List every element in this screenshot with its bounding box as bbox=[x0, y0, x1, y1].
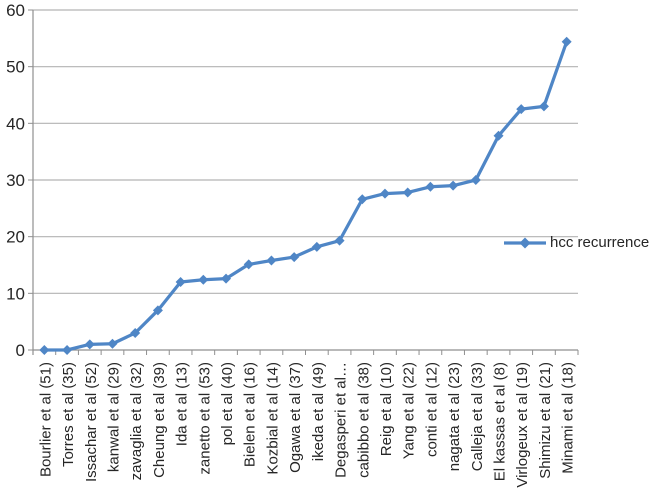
data-point-marker bbox=[62, 345, 73, 355]
data-point-marker bbox=[84, 339, 95, 350]
legend: hcc recurrence bbox=[503, 234, 649, 252]
x-axis-category-label: zavaglia et al (32) bbox=[128, 362, 145, 480]
series-line-hcc-recurrence bbox=[42, 40, 569, 352]
y-axis-tick-label: 50 bbox=[6, 58, 25, 77]
y-axis-tick-label: 60 bbox=[6, 1, 25, 20]
legend-line-marker-icon bbox=[504, 237, 546, 249]
data-point-marker bbox=[561, 36, 572, 47]
data-point-marker bbox=[221, 273, 232, 284]
x-axis-category-label: Kozbial et al (14) bbox=[264, 362, 281, 475]
x-axis-category-label: Minami et al (18) bbox=[560, 362, 577, 474]
data-point-marker bbox=[289, 252, 300, 263]
x-axis-category-label: kanwal et al (29) bbox=[105, 362, 122, 472]
data-point-marker bbox=[130, 328, 141, 338]
data-point-marker bbox=[425, 181, 436, 192]
y-axis-tick-label: 30 bbox=[6, 171, 25, 190]
data-point-marker bbox=[379, 188, 390, 199]
y-axis-tick-label: 40 bbox=[6, 114, 25, 133]
data-point-marker bbox=[470, 175, 481, 185]
data-point-marker bbox=[175, 277, 186, 287]
x-axis-category-label: Bourlier et al (51) bbox=[37, 362, 54, 477]
data-point-marker bbox=[39, 345, 50, 355]
data-point-marker bbox=[493, 130, 504, 141]
x-axis-category-label: cabibbo et al (38) bbox=[355, 362, 372, 478]
x-axis-category-label: pol et al (40) bbox=[219, 362, 236, 445]
data-point-marker bbox=[448, 180, 459, 191]
x-axis-category-label: Calleja et al (33) bbox=[469, 362, 486, 471]
x-axis-category-label: Yang et al (22) bbox=[401, 362, 418, 459]
x-axis-category-label: Shimizu et al (21) bbox=[537, 362, 554, 479]
x-axis-category-label: zanetto et al (53) bbox=[196, 362, 213, 475]
data-point-marker bbox=[152, 305, 163, 316]
x-axis-category-label: El kassas et al (8) bbox=[492, 362, 509, 481]
x-axis-category-label: Virlogeux et al (19) bbox=[514, 362, 531, 488]
data-point-marker bbox=[266, 255, 277, 266]
data-point-marker bbox=[357, 194, 368, 205]
data-point-marker bbox=[538, 101, 549, 112]
x-axis-category-label: conti et al (12) bbox=[423, 362, 440, 457]
legend-series-label: hcc recurrence bbox=[550, 234, 650, 251]
data-point-marker bbox=[402, 187, 413, 198]
data-point-marker bbox=[311, 241, 322, 252]
x-axis-category-label: Ida et al (13) bbox=[174, 362, 191, 446]
x-axis-category-label: nagata et al (23) bbox=[446, 362, 463, 471]
x-axis-category-label: Degasperi et al… bbox=[333, 362, 350, 478]
x-axis-category-label: Ogawa et al (37) bbox=[287, 362, 304, 473]
data-point-marker bbox=[107, 338, 118, 349]
data-point-marker bbox=[334, 235, 345, 246]
x-axis-category-label: Bielen et al (16) bbox=[242, 362, 259, 467]
x-axis-category-label: Cheung et al (39) bbox=[151, 362, 168, 478]
x-axis-category-label: Torres et al (35) bbox=[60, 362, 77, 467]
data-point-marker bbox=[516, 104, 527, 115]
y-axis-tick-label: 0 bbox=[16, 341, 25, 360]
data-point-marker bbox=[243, 259, 254, 270]
y-axis-tick-label: 10 bbox=[6, 284, 25, 303]
x-axis-category-label: ikeda et al (49) bbox=[310, 362, 327, 461]
legend-marker-diamond bbox=[519, 237, 531, 249]
x-axis-category-label: Issachar et al (52) bbox=[83, 362, 100, 482]
data-point-marker bbox=[198, 274, 209, 285]
y-axis-tick-label: 20 bbox=[6, 228, 25, 247]
x-axis-category-label: Reig et al (10) bbox=[378, 362, 395, 456]
